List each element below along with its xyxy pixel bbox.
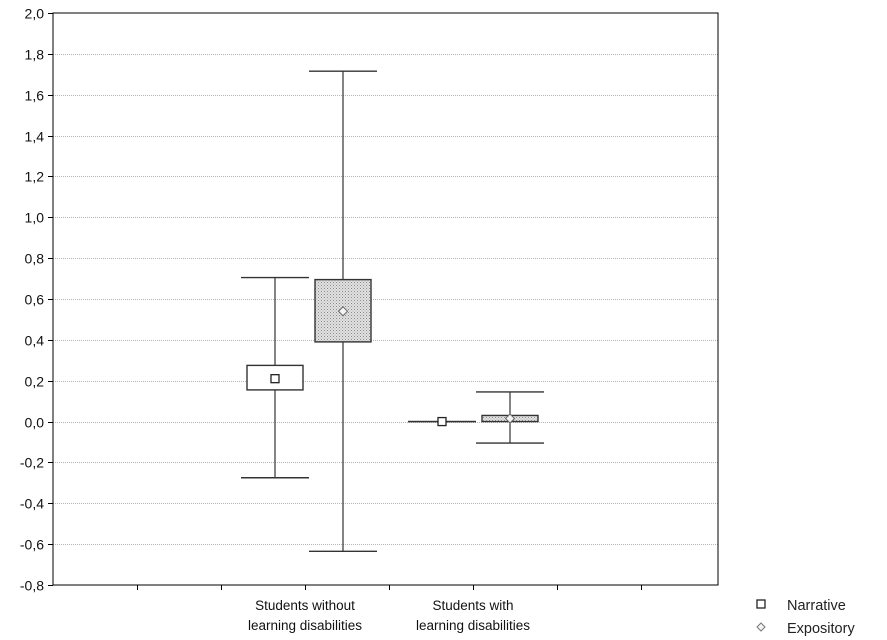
y-tick-label: 2,0 (25, 6, 45, 22)
legend-marker-narrative (757, 600, 765, 608)
y-tick-label: 1,2 (25, 169, 45, 185)
box-expository-2 (476, 392, 544, 443)
y-tick-label: 1,6 (25, 88, 45, 104)
legend-label-narrative: Narrative (787, 598, 846, 614)
y-tick-label: 0,6 (25, 292, 45, 308)
y-tick-label: 1,8 (25, 47, 45, 63)
mean-marker-square (438, 418, 446, 426)
mean-marker-square (271, 375, 279, 383)
y-tick-label: -0,8 (20, 578, 44, 594)
box-expository-1 (309, 71, 377, 551)
y-tick-label: -0,6 (20, 537, 44, 553)
legend-label-expository: Expository (787, 621, 855, 637)
y-tick-label: 1,0 (25, 210, 45, 226)
y-tick-label: -0,4 (20, 496, 44, 512)
legend-marker-expository (757, 623, 765, 631)
y-tick-label: 0,0 (25, 415, 45, 431)
x-category-label: Students with (432, 598, 513, 613)
box-narrative-2 (408, 418, 476, 426)
x-category-label: learning disabilities (248, 618, 362, 633)
y-tick-label: 0,2 (25, 374, 45, 390)
y-tick-label: -0,2 (20, 455, 44, 471)
box-narrative-1 (241, 278, 309, 478)
y-tick-label: 0,4 (25, 333, 45, 349)
y-tick-label: 0,8 (25, 251, 45, 267)
x-category-label: learning disabilities (416, 618, 530, 633)
x-category-label: Students without (255, 598, 355, 613)
y-tick-label: 1,4 (25, 129, 45, 145)
